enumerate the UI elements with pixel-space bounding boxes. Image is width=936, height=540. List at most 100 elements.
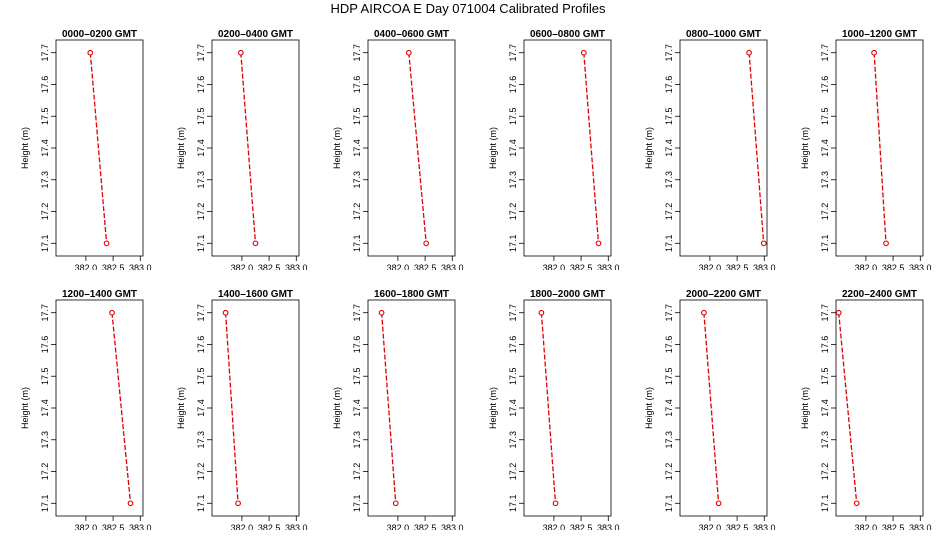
plot-frame bbox=[211, 299, 300, 517]
x-tick-label: 383.0 bbox=[597, 263, 620, 270]
y-tick-label: 17.6 bbox=[40, 336, 50, 354]
data-point bbox=[715, 500, 722, 507]
y-tick-label: 17.6 bbox=[664, 336, 674, 354]
data-point bbox=[103, 240, 110, 247]
y-tick-label: 17.7 bbox=[40, 304, 50, 322]
y-tick-label: 17.7 bbox=[40, 44, 50, 62]
y-tick-label: 17.3 bbox=[664, 171, 674, 189]
y-tick-label: 17.3 bbox=[820, 171, 830, 189]
y-tick-label: 17.4 bbox=[820, 399, 830, 417]
y-tick-label: 17.2 bbox=[820, 203, 830, 221]
y-tick-label: 17.6 bbox=[352, 336, 362, 354]
data-point bbox=[853, 500, 860, 507]
y-tick-label: 17.5 bbox=[40, 107, 50, 125]
panel-title: 0600–0800 GMT bbox=[530, 29, 605, 40]
y-tick-label: 17.5 bbox=[40, 367, 50, 385]
y-tick-label: 17.2 bbox=[40, 463, 50, 481]
x-tick-label: 382.5 bbox=[726, 263, 749, 270]
y-tick-label: 17.3 bbox=[508, 171, 518, 189]
x-tick-label: 383.0 bbox=[285, 263, 308, 270]
y-axis-label: Height (m) bbox=[332, 387, 342, 429]
x-tick-label: 383.0 bbox=[285, 523, 308, 530]
plot-frame bbox=[523, 39, 612, 257]
x-tick-label: 382.0 bbox=[231, 523, 254, 530]
y-tick-label: 17.7 bbox=[820, 304, 830, 322]
plot-frame bbox=[523, 299, 612, 517]
plot-frame bbox=[367, 39, 456, 257]
y-tick-label: 17.4 bbox=[664, 399, 674, 417]
y-tick-label: 17.4 bbox=[508, 399, 518, 417]
y-tick-label: 17.5 bbox=[664, 107, 674, 125]
profile-panel: 1800–2000 GMT 17.1 17.2 17.3 17.4 17.5 17.6 17.… bbox=[468, 260, 624, 530]
x-tick-label: 383.0 bbox=[909, 263, 932, 270]
profile-line bbox=[703, 312, 720, 504]
y-axis-label: Height (m) bbox=[800, 127, 810, 169]
x-tick-label: 383.0 bbox=[129, 523, 152, 530]
x-tick-label: 382.0 bbox=[855, 523, 878, 530]
y-tick-label: 17.4 bbox=[352, 399, 362, 417]
panel-title: 1200–1400 GMT bbox=[62, 289, 137, 300]
y-tick-label: 17.3 bbox=[40, 431, 50, 449]
profile-line bbox=[89, 52, 108, 244]
y-tick-label: 17.2 bbox=[196, 203, 206, 221]
y-tick-label: 17.2 bbox=[508, 203, 518, 221]
x-tick-label: 382.0 bbox=[699, 263, 722, 270]
x-tick-label: 382.0 bbox=[855, 263, 878, 270]
panel-title: 0200–0400 GMT bbox=[218, 29, 293, 40]
y-tick-label: 17.4 bbox=[40, 399, 50, 417]
x-tick-label: 382.0 bbox=[387, 263, 410, 270]
panel-title: 0000–0200 GMT bbox=[62, 29, 137, 40]
profile-panel: 1200–1400 GMT 17.1 17.2 17.3 17.4 17.5 17.6 17.… bbox=[0, 260, 156, 530]
data-point bbox=[701, 309, 707, 316]
y-tick-label: 17.7 bbox=[196, 44, 206, 62]
data-point bbox=[538, 309, 545, 316]
data-point bbox=[883, 240, 889, 247]
y-tick-label: 17.3 bbox=[664, 431, 674, 449]
y-tick-label: 17.4 bbox=[352, 139, 362, 157]
x-tick-label: 383.0 bbox=[753, 263, 776, 270]
y-tick-label: 17.4 bbox=[664, 139, 674, 157]
y-tick-label: 17.1 bbox=[40, 235, 50, 253]
x-tick-label: 382.5 bbox=[102, 263, 125, 270]
x-tick-label: 383.0 bbox=[441, 263, 464, 270]
profile-panel: 0000–0200 GMT 17.1 17.2 17.3 17.4 17.5 17.6 17.… bbox=[0, 0, 156, 270]
profile-panel: 1400–1600 GMT 17.1 17.2 17.3 17.4 17.5 17.6 17.… bbox=[156, 260, 312, 530]
x-tick-label: 382.5 bbox=[414, 263, 437, 270]
data-point bbox=[871, 49, 877, 56]
x-tick-label: 382.5 bbox=[726, 523, 749, 530]
x-tick-label: 383.0 bbox=[597, 523, 620, 530]
y-tick-label: 17.3 bbox=[40, 171, 50, 189]
y-axis-label: Height (m) bbox=[176, 127, 186, 169]
data-point bbox=[760, 240, 767, 247]
y-axis-label: Height (m) bbox=[800, 387, 810, 429]
plot-frame bbox=[679, 299, 768, 517]
profile-panel: 0200–0400 GMT 17.1 17.2 17.3 17.4 17.5 17.6 17.… bbox=[156, 0, 312, 270]
y-tick-label: 17.5 bbox=[352, 367, 362, 385]
y-axis-label: Height (m) bbox=[20, 127, 30, 169]
y-tick-label: 17.3 bbox=[352, 171, 362, 189]
y-tick-label: 17.1 bbox=[508, 495, 518, 513]
y-tick-label: 17.4 bbox=[196, 399, 206, 417]
y-tick-label: 17.5 bbox=[820, 107, 830, 125]
data-point bbox=[405, 49, 412, 56]
profile-line bbox=[748, 52, 765, 244]
y-axis-label: Height (m) bbox=[644, 387, 654, 429]
y-axis-label: Height (m) bbox=[332, 127, 342, 169]
profile-chart: 2200–2400 GMT 17.1 17.2 17.3 17.4 17.5 17.6 17.… bbox=[800, 289, 932, 530]
profile-chart: 0800–1000 GMT 17.1 17.2 17.3 17.4 17.5 17.6 17.… bbox=[644, 29, 776, 270]
y-tick-label: 17.6 bbox=[508, 336, 518, 354]
y-tick-label: 17.3 bbox=[196, 171, 206, 189]
y-tick-label: 17.4 bbox=[820, 139, 830, 157]
profile-chart: 1400–1600 GMT 17.1 17.2 17.3 17.4 17.5 17.6 17.… bbox=[176, 289, 308, 530]
panel-title: 0800–1000 GMT bbox=[686, 29, 761, 40]
profile-chart: 1600–1800 GMT 17.1 17.2 17.3 17.4 17.5 17.6 17.… bbox=[332, 289, 464, 530]
profile-line bbox=[838, 312, 858, 504]
y-tick-label: 17.6 bbox=[664, 76, 674, 94]
y-tick-label: 17.6 bbox=[820, 76, 830, 94]
profile-line bbox=[380, 312, 397, 504]
profile-panel: 1600–1800 GMT 17.1 17.2 17.3 17.4 17.5 17.6 17.… bbox=[312, 260, 468, 530]
x-tick-label: 382.5 bbox=[258, 263, 281, 270]
data-point bbox=[109, 309, 115, 316]
y-tick-label: 17.6 bbox=[196, 76, 206, 94]
profile-line bbox=[408, 52, 427, 244]
